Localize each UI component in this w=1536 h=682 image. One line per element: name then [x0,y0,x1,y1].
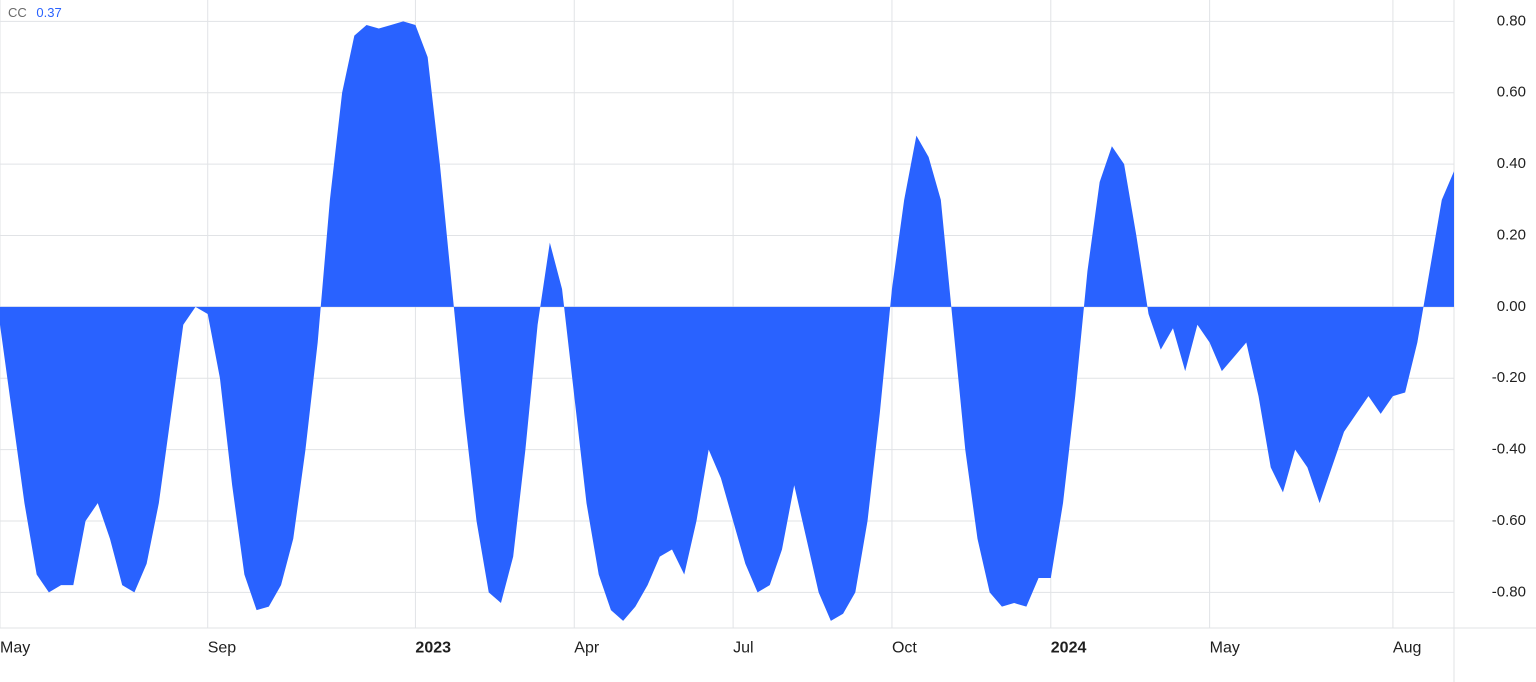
svg-text:0.20: 0.20 [1497,226,1526,243]
svg-text:2024: 2024 [1051,639,1087,656]
svg-text:2023: 2023 [415,639,451,656]
svg-text:Jul: Jul [733,639,753,656]
svg-text:Sep: Sep [208,639,237,656]
svg-text:Oct: Oct [892,639,917,656]
svg-text:-0.60: -0.60 [1492,512,1526,529]
svg-text:-0.40: -0.40 [1492,441,1526,458]
svg-text:Apr: Apr [574,639,600,656]
svg-text:-0.20: -0.20 [1492,369,1526,386]
svg-text:May: May [0,639,30,656]
svg-text:-0.80: -0.80 [1492,583,1526,600]
svg-text:0.80: 0.80 [1497,12,1526,29]
svg-text:0.00: 0.00 [1497,298,1526,315]
svg-text:May: May [1210,639,1240,656]
svg-text:Aug: Aug [1393,639,1421,656]
svg-text:0.60: 0.60 [1497,84,1526,101]
svg-text:0.40: 0.40 [1497,155,1526,172]
correlation-chart[interactable]: 0.80 0.60 0.40 0.20 0.00 -0.20 -0.40 -0.60 -0.80… [0,0,1536,682]
chart-svg: 0.80 0.60 0.40 0.20 0.00 -0.20 -0.40 -0.60 -0.80… [0,0,1536,682]
